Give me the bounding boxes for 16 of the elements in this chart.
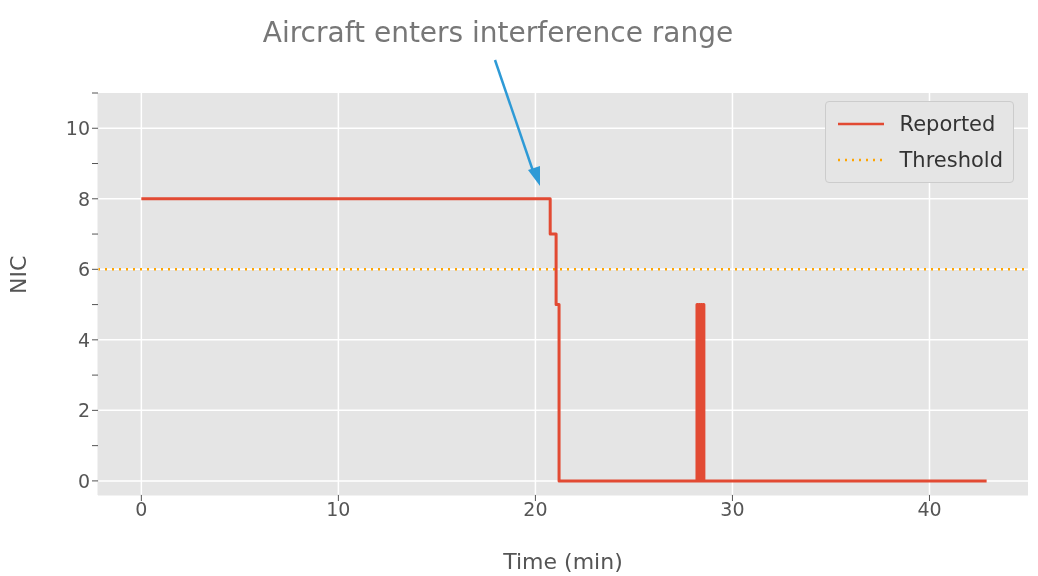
x-tick-label: 0 xyxy=(135,498,148,521)
y-tick-label: 10 xyxy=(65,117,90,140)
x-tick-label: 40 xyxy=(917,498,942,521)
y-tick-label: 2 xyxy=(77,399,90,422)
y-axis-title: NIC xyxy=(5,255,31,294)
y-tick-label: 0 xyxy=(77,469,90,492)
text: Aircraft enters interference range xyxy=(261,16,735,49)
x-tick-label: 30 xyxy=(720,498,745,521)
x-tick-label: 20 xyxy=(523,498,548,521)
x-axis-title: Time (min) xyxy=(502,549,623,574)
x-tick-label: 10 xyxy=(326,498,351,521)
legend-label: Reported xyxy=(899,112,996,136)
legend-label: Threshold xyxy=(899,148,1003,172)
y-tick-label: 8 xyxy=(77,187,90,210)
y-tick-label: 4 xyxy=(77,328,90,351)
y-tick-label: 6 xyxy=(77,258,90,281)
